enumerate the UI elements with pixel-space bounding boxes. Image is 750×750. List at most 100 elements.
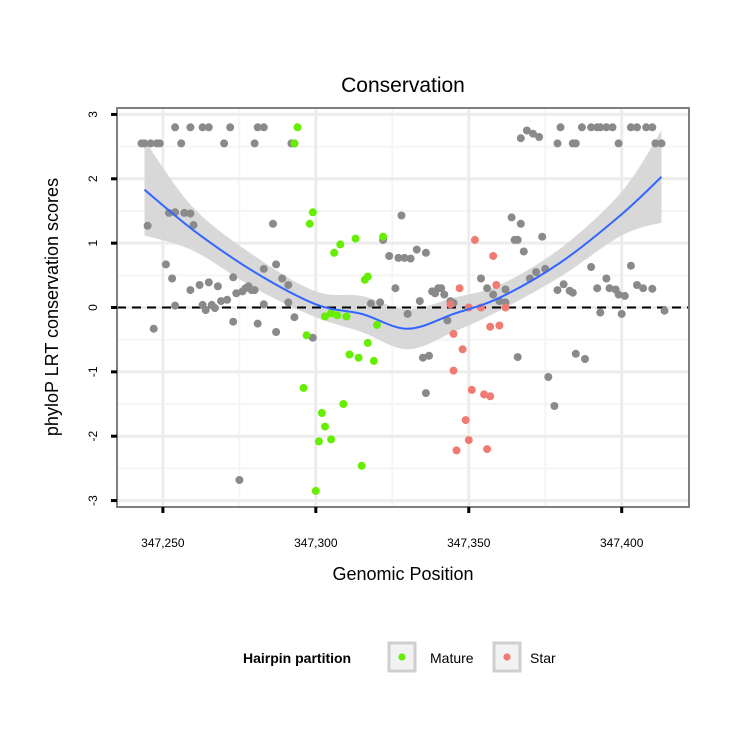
data-point-mature bbox=[342, 312, 351, 321]
x-tick-label: 347,400 bbox=[600, 536, 644, 550]
data-point-mature bbox=[308, 208, 317, 217]
data-point-other bbox=[189, 221, 198, 230]
data-point-other bbox=[617, 309, 626, 318]
data-point-other bbox=[290, 313, 299, 322]
data-point-star bbox=[489, 252, 498, 260]
data-point-mature bbox=[290, 139, 299, 148]
data-point-other bbox=[535, 133, 544, 141]
data-point-other bbox=[201, 306, 210, 315]
data-point-other bbox=[620, 291, 629, 300]
data-point-other bbox=[171, 123, 180, 132]
data-point-other bbox=[217, 297, 225, 306]
data-point-star bbox=[495, 321, 504, 330]
data-point-other bbox=[259, 300, 268, 309]
y-tick-label: -1 bbox=[86, 366, 100, 377]
data-point-star bbox=[501, 303, 510, 312]
data-point-mature bbox=[293, 123, 302, 132]
data-point-mature bbox=[379, 232, 388, 241]
confidence-ribbon bbox=[144, 130, 662, 350]
data-point-other bbox=[425, 351, 433, 360]
data-point-mature bbox=[311, 486, 320, 495]
data-point-other bbox=[483, 284, 492, 293]
data-point-star bbox=[486, 392, 495, 401]
chart-title: Conservation bbox=[341, 74, 465, 97]
y-tick-label: 3 bbox=[86, 111, 100, 118]
data-point-other bbox=[519, 247, 528, 256]
data-point-other bbox=[513, 353, 522, 362]
data-point-other bbox=[532, 268, 541, 277]
axes: -3 -2 -1 0 1 2 3 347,250 347,300 347,350 347,400 bbox=[86, 111, 644, 550]
fit-line-layer bbox=[143, 176, 663, 330]
y-axis-title: phyloP LRT conservation scores bbox=[42, 178, 62, 436]
data-point-other bbox=[232, 289, 241, 298]
data-point-other bbox=[213, 282, 222, 291]
data-point-mature bbox=[363, 272, 372, 281]
data-point-other bbox=[195, 281, 204, 289]
legend-label-star: Star bbox=[530, 650, 556, 666]
legend-label-mature: Mature bbox=[430, 650, 474, 666]
data-point-other bbox=[376, 298, 385, 307]
data-point-other bbox=[229, 317, 238, 326]
y-tick-label: 0 bbox=[86, 304, 100, 311]
data-point-star bbox=[446, 300, 455, 309]
data-point-star bbox=[470, 235, 479, 244]
data-point-other bbox=[538, 232, 547, 241]
data-point-other bbox=[602, 123, 611, 132]
data-point-other bbox=[581, 355, 589, 363]
data-point-other bbox=[657, 139, 666, 148]
data-point-mature bbox=[363, 338, 372, 347]
data-point-other bbox=[593, 284, 602, 293]
data-point-other bbox=[406, 254, 415, 263]
data-point-star bbox=[452, 446, 461, 455]
data-point-other bbox=[626, 123, 635, 132]
data-point-other bbox=[553, 139, 562, 148]
x-tick-label: 347,300 bbox=[294, 536, 338, 550]
data-point-other bbox=[421, 389, 430, 398]
data-point-other bbox=[648, 123, 657, 132]
data-point-other bbox=[553, 286, 562, 295]
data-point-other bbox=[642, 123, 651, 132]
data-point-other bbox=[544, 373, 553, 381]
data-point-star bbox=[455, 284, 464, 293]
data-point-other bbox=[186, 123, 195, 132]
data-point-other bbox=[437, 284, 446, 293]
x-tick-label: 347,250 bbox=[141, 536, 185, 550]
data-point-mature bbox=[357, 461, 366, 470]
data-point-other bbox=[507, 213, 516, 222]
data-point-other bbox=[648, 284, 657, 293]
data-point-other bbox=[177, 139, 186, 148]
data-point-other bbox=[596, 308, 605, 317]
data-point-other bbox=[626, 261, 635, 270]
confidence-ribbon-layer bbox=[144, 130, 662, 350]
data-point-other bbox=[633, 123, 641, 132]
data-point-mature bbox=[339, 400, 348, 408]
x-axis-title: Genomic Position bbox=[332, 564, 473, 584]
data-point-star bbox=[492, 281, 501, 289]
data-point-mature bbox=[330, 248, 339, 257]
data-point-other bbox=[587, 123, 596, 132]
data-point-other bbox=[229, 273, 238, 282]
data-point-mature bbox=[327, 309, 336, 318]
data-point-other bbox=[568, 288, 577, 297]
data-point-mature bbox=[317, 409, 326, 417]
data-point-mature bbox=[321, 312, 329, 321]
data-point-other bbox=[477, 274, 485, 283]
data-point-other bbox=[272, 260, 281, 269]
data-point-other bbox=[577, 123, 586, 132]
data-point-other bbox=[660, 306, 669, 315]
data-point-other bbox=[155, 139, 164, 148]
data-point-other bbox=[140, 139, 149, 148]
data-point-other bbox=[602, 274, 611, 283]
data-point-star bbox=[461, 416, 470, 425]
data-point-other bbox=[308, 333, 317, 342]
data-point-star bbox=[483, 445, 492, 454]
data-point-other bbox=[284, 298, 293, 307]
data-point-other bbox=[180, 208, 189, 217]
data-point-other bbox=[198, 123, 207, 132]
data-point-other bbox=[614, 290, 623, 299]
data-point-mature bbox=[351, 234, 360, 243]
legend-dot-mature bbox=[398, 653, 406, 661]
data-point-other bbox=[571, 139, 580, 148]
data-point-other bbox=[443, 316, 452, 325]
data-point-other bbox=[394, 253, 403, 262]
